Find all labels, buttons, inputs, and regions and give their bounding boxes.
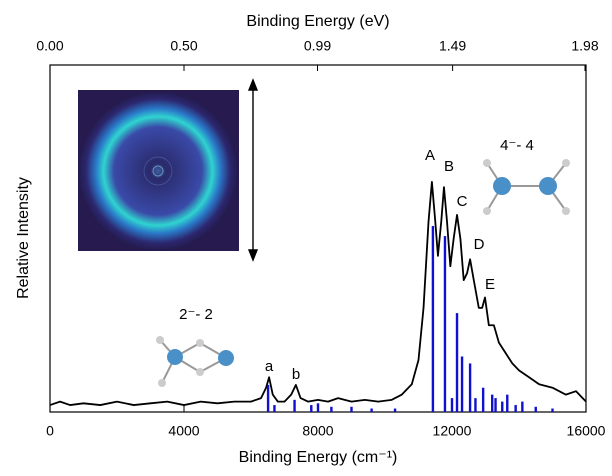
x2-tick-label: 0.50 bbox=[170, 38, 197, 54]
stick bbox=[494, 398, 496, 412]
stick bbox=[394, 409, 396, 412]
stick bbox=[469, 363, 471, 412]
stick bbox=[370, 409, 372, 412]
x-tick-label: 0 bbox=[46, 423, 54, 439]
annotation: 2⁻- 2 bbox=[179, 306, 213, 323]
annotation: D bbox=[474, 236, 485, 253]
x-tick-label: 16000 bbox=[567, 423, 606, 439]
stick bbox=[474, 398, 476, 412]
annotation: A bbox=[425, 147, 435, 164]
stick bbox=[514, 405, 516, 412]
annotation: E bbox=[485, 276, 495, 293]
x-tick-label: 4000 bbox=[168, 423, 199, 439]
annotation: a bbox=[265, 358, 274, 375]
x2-tick-label: 1.98 bbox=[571, 38, 598, 54]
x-axis-label: Binding Energy (cm⁻¹) bbox=[239, 449, 398, 466]
stick bbox=[535, 407, 537, 412]
annotation: 4⁻- 4 bbox=[500, 137, 534, 154]
stick bbox=[350, 407, 352, 412]
stick bbox=[501, 402, 503, 412]
annotation: b bbox=[292, 366, 300, 383]
stick bbox=[293, 400, 295, 412]
stick bbox=[491, 395, 493, 412]
stick bbox=[506, 395, 508, 412]
x2-tick-label: 0.99 bbox=[304, 38, 331, 54]
x2-tick-label: 1.49 bbox=[439, 38, 466, 54]
stick bbox=[317, 403, 319, 412]
stick bbox=[456, 313, 458, 412]
y-axis-label: Relative Intensity bbox=[15, 177, 32, 299]
stick bbox=[444, 236, 446, 412]
inset-image bbox=[78, 90, 239, 251]
stick bbox=[273, 405, 275, 412]
x2-axis-label: Binding Energy (eV) bbox=[246, 13, 389, 30]
x-tick-label: 12000 bbox=[433, 423, 472, 439]
stick bbox=[267, 385, 269, 412]
stick bbox=[482, 388, 484, 412]
x2-tick-label: 0.00 bbox=[36, 38, 63, 54]
x-tick-label: 8000 bbox=[302, 423, 333, 439]
stick bbox=[551, 409, 553, 412]
annotation: C bbox=[457, 193, 468, 210]
double-arrow bbox=[249, 80, 257, 260]
chart: Binding Energy (cm⁻¹) Binding Energy (eV… bbox=[0, 0, 612, 471]
annotation: B bbox=[444, 158, 454, 175]
stick bbox=[310, 405, 312, 412]
molecule-4 bbox=[483, 159, 570, 215]
stick bbox=[330, 407, 332, 412]
stick bbox=[521, 402, 523, 412]
stick bbox=[461, 356, 463, 412]
stick bbox=[432, 226, 434, 412]
stick bbox=[451, 398, 453, 412]
molecule-2 bbox=[156, 336, 234, 387]
